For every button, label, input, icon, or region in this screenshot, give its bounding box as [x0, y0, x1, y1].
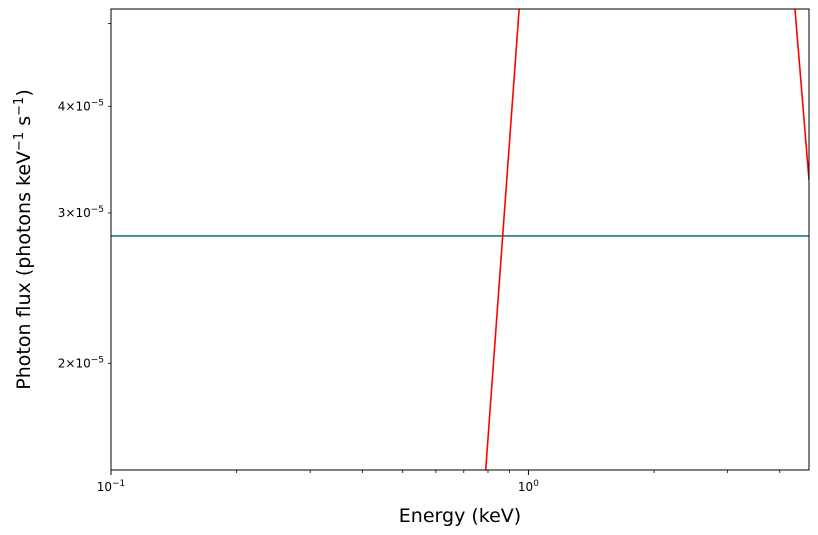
y-tick-label-exp-1: −5 — [91, 355, 104, 365]
y-axis-label-exp-1: −1 — [12, 132, 27, 151]
y-tick-label-body-3: 4×10 — [58, 99, 91, 113]
y-tick-label-exp-2: −5 — [91, 205, 104, 215]
y-axis-label-text-1: Photon flux (photons keV — [13, 151, 35, 390]
y-tick-label-3: 4×10−5 — [58, 98, 104, 113]
plot-content — [111, 9, 809, 470]
x-tick-label-exp-2: 0 — [533, 479, 539, 489]
y-tick-label-body-2: 3×10 — [58, 206, 91, 220]
y-axis-label-exp-2: −1 — [12, 97, 27, 116]
y-tick-label-exp-3: −5 — [91, 98, 104, 108]
y-axis-label-text-3: ) — [13, 89, 35, 96]
y-tick-label-1: 2×10−5 — [58, 355, 104, 370]
y-tick-label-body-1: 2×10 — [58, 356, 91, 370]
y-tick-label-2: 3×10−5 — [58, 205, 104, 220]
y-axis-label: Photon flux (photons keV−1 s−1) — [12, 89, 36, 390]
y-axis-label-text-2: s — [13, 116, 35, 132]
x-tick-label-base-1: 10 — [97, 480, 112, 494]
plot-frame — [110, 8, 810, 471]
x-tick-label-exp-1: −1 — [112, 479, 125, 489]
x-tick-label-base-2: 10 — [518, 480, 533, 494]
x-tick-label-1: 10−1 — [97, 479, 126, 494]
series-line-2 — [484, 9, 520, 470]
series-line-3 — [794, 9, 809, 180]
x-tick-label-2: 100 — [518, 479, 539, 494]
x-axis-label: Energy (keV) — [399, 505, 521, 527]
